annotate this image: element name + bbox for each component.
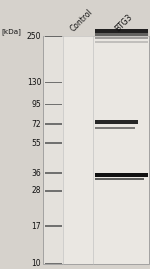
Text: 17: 17: [32, 222, 41, 231]
Bar: [45, 172, 62, 174]
Bar: [94, 29, 148, 33]
Text: 250: 250: [27, 32, 41, 41]
Bar: [94, 37, 148, 40]
Text: 55: 55: [32, 139, 41, 148]
Bar: [45, 104, 62, 105]
Bar: [94, 41, 148, 43]
Text: 28: 28: [32, 186, 41, 195]
Bar: [94, 178, 144, 180]
Text: 130: 130: [27, 78, 41, 87]
Text: [kDa]: [kDa]: [2, 28, 21, 35]
Bar: [45, 190, 62, 192]
Bar: [45, 123, 62, 125]
Text: 36: 36: [32, 169, 41, 178]
Bar: [45, 143, 62, 144]
Bar: [45, 82, 62, 83]
Bar: [45, 36, 62, 37]
Bar: [45, 225, 62, 227]
Bar: [94, 121, 138, 124]
Bar: [94, 127, 135, 129]
Bar: [44, 36, 63, 264]
Text: BTG3: BTG3: [113, 13, 134, 34]
Bar: [63, 36, 93, 264]
Bar: [45, 263, 62, 264]
Text: 10: 10: [32, 259, 41, 268]
Text: 95: 95: [32, 100, 41, 109]
Bar: [93, 36, 148, 264]
Text: 72: 72: [32, 120, 41, 129]
Text: Control: Control: [69, 8, 95, 34]
Bar: [43, 36, 148, 264]
Bar: [94, 33, 148, 36]
Bar: [94, 173, 148, 177]
